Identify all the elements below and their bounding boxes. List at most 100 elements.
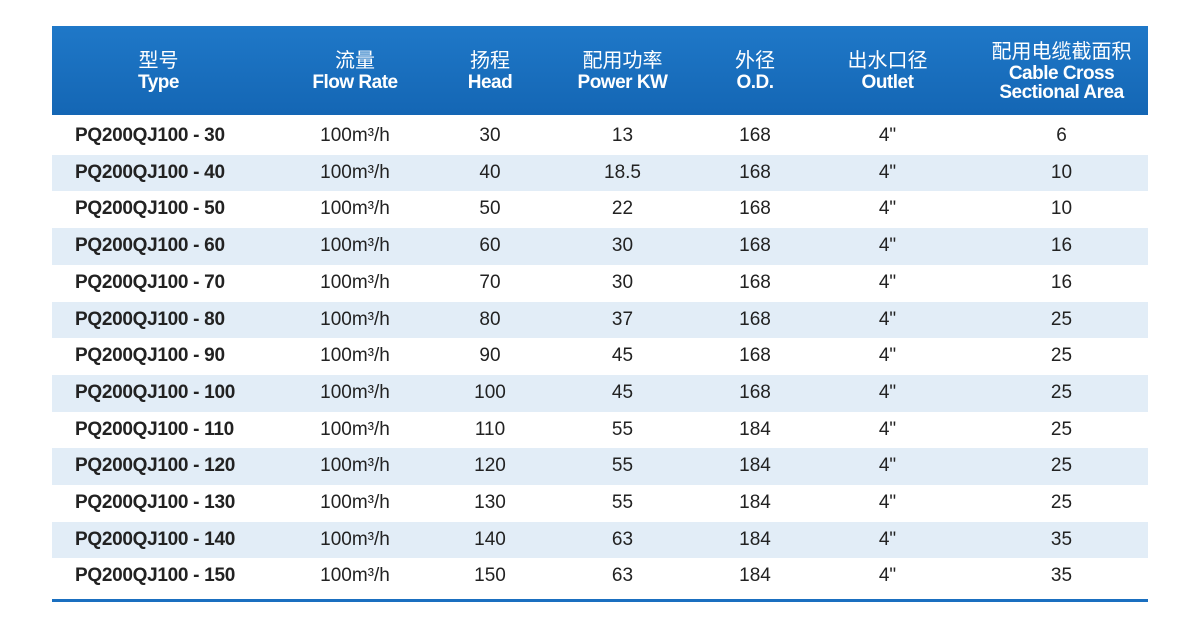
table-cell: 4": [878, 492, 897, 513]
table-row: PQ200QJ100 - 90 100m³/h 90 45 168 4" 25: [52, 338, 1148, 375]
table-cell: 184: [739, 528, 771, 550]
table-cell: 100m³/h: [320, 198, 390, 220]
table-cell: 55: [611, 492, 634, 513]
table-cell: 130: [474, 492, 506, 513]
table-cell: 100m³/h: [320, 271, 390, 293]
table-cell: PQ200QJ100 - 90: [75, 345, 225, 367]
column-header: 型号 Type: [52, 26, 265, 115]
table-cell: 120: [474, 455, 506, 477]
table-cell: 4": [878, 455, 897, 477]
table-cell: PQ200QJ100 - 50: [75, 198, 225, 220]
table-cell: 35: [1050, 565, 1073, 587]
table-row: PQ200QJ100 - 50 100m³/h 50 22 168 4" 10: [52, 191, 1148, 228]
header-en: Type: [138, 72, 179, 93]
table-row: PQ200QJ100 - 140 100m³/h 140 63 184 4" 35: [52, 521, 1148, 559]
header-zh: 流量: [335, 50, 375, 72]
table-cell: 100: [474, 381, 506, 403]
table-cell: 4": [878, 271, 897, 293]
table-cell: PQ200QJ100 - 70: [75, 271, 225, 293]
table-cell: 4": [878, 345, 897, 367]
column-header: 出水口径 Outlet: [800, 26, 975, 115]
table-row: PQ200QJ100 - 30 100m³/h 30 13 168 4" 6: [52, 118, 1148, 155]
table-cell: 63: [611, 528, 634, 550]
table-cell: 45: [611, 345, 634, 367]
table-cell: 16: [1050, 235, 1073, 257]
column-header: 配用功率 Power KW: [535, 26, 710, 115]
table-row: PQ200QJ100 - 120 100m³/h 120 55 184 4" 25: [52, 448, 1148, 485]
header-en: Outlet: [861, 72, 914, 93]
table-cell: 168: [739, 161, 771, 183]
header-zh: 外径: [735, 50, 775, 72]
column-header: 配用电缆截面积 Cable Cross Sectional Area: [975, 26, 1148, 115]
table-row: PQ200QJ100 - 150 100m³/h 150 63 184 4" 35: [52, 558, 1148, 595]
header-en: Cable Cross Sectional Area: [999, 62, 1124, 103]
bottom-rule: [52, 599, 1148, 602]
table-cell: 13: [611, 125, 634, 146]
table-row: PQ200QJ100 - 80 100m³/h 80 37 168 4" 25: [52, 301, 1148, 339]
table-cell: 184: [739, 418, 771, 440]
table-cell: 30: [479, 125, 501, 146]
table-cell: 100m³/h: [320, 381, 390, 403]
table-cell: 100m³/h: [320, 345, 390, 367]
table-cell: 4": [878, 161, 897, 183]
table-cell: 90: [479, 345, 501, 367]
table-cell: PQ200QJ100 - 40: [75, 161, 225, 183]
header-en: O.D.: [736, 72, 774, 93]
table-cell: 4": [878, 198, 897, 220]
table-cell: 4": [878, 528, 897, 550]
table-cell: 168: [739, 308, 771, 330]
table-cell: 140: [474, 528, 506, 550]
header-zh: 出水口径: [847, 50, 928, 72]
table-cell: 100m³/h: [320, 455, 390, 477]
table-cell: 50: [479, 198, 501, 220]
table-cell: 25: [1050, 308, 1073, 330]
table-cell: 100m³/h: [320, 161, 390, 183]
table-cell: 4": [878, 235, 897, 257]
table-cell: 80: [479, 308, 501, 330]
table-row: PQ200QJ100 - 130 100m³/h 130 55 184 4" 25: [52, 485, 1148, 522]
table-cell: 150: [474, 565, 506, 587]
table-cell: 184: [739, 565, 771, 587]
table-cell: 60: [479, 235, 501, 257]
header-en: Power KW: [577, 72, 668, 93]
table-cell: 168: [739, 198, 771, 220]
header-zh: 配用功率: [582, 50, 663, 72]
table-cell: 100m³/h: [320, 235, 390, 257]
table-cell: 4": [878, 418, 897, 440]
table-cell: PQ200QJ100 - 100: [75, 381, 235, 403]
table-row: PQ200QJ100 - 110 100m³/h 110 55 184 4" 25: [52, 412, 1148, 449]
column-header: 外径 O.D.: [710, 26, 800, 115]
table-cell: 168: [739, 125, 771, 146]
table-cell: 55: [611, 455, 634, 477]
table-cell: 168: [739, 345, 771, 367]
header-zh: 型号: [138, 50, 179, 72]
table-cell: 45: [611, 381, 634, 403]
table-cell: 25: [1050, 418, 1073, 440]
table-header: 型号 Type 流量 Flow Rate 扬程 Head 配用功率 Power KW 外径 O.D…: [52, 26, 1148, 115]
table-cell: PQ200QJ100 - 60: [75, 235, 225, 257]
table-cell: 25: [1050, 345, 1073, 367]
table-cell: 168: [739, 381, 771, 403]
table-cell: 184: [739, 455, 771, 477]
header-zh: 扬程: [470, 50, 510, 72]
table-cell: 10: [1050, 198, 1073, 220]
table-cell: 100m³/h: [320, 528, 390, 550]
column-header: 流量 Flow Rate: [265, 26, 445, 115]
table-cell: 184: [739, 492, 771, 513]
table-cell: 30: [611, 235, 634, 257]
table-cell: 6: [1056, 125, 1067, 146]
table-cell: 4": [878, 381, 897, 403]
table-cell: 110: [474, 418, 506, 440]
header-en: Head: [467, 72, 513, 93]
table-cell: 100m³/h: [320, 125, 390, 146]
table-row: PQ200QJ100 - 70 100m³/h 70 30 168 4" 16: [52, 265, 1148, 302]
table-row: PQ200QJ100 - 60 100m³/h 60 30 168 4" 16: [52, 228, 1148, 265]
table-row: PQ200QJ100 - 100 100m³/h 100 45 168 4" 25: [52, 374, 1148, 412]
table-row: PQ200QJ100 - 40 100m³/h 40 18.5 168 4" 10: [52, 154, 1148, 192]
table-cell: 100m³/h: [320, 492, 390, 513]
table-cell: 4": [878, 565, 897, 587]
column-header: 扬程 Head: [445, 26, 535, 115]
table-cell: PQ200QJ100 - 120: [75, 455, 235, 477]
table-cell: PQ200QJ100 - 30: [75, 125, 225, 146]
